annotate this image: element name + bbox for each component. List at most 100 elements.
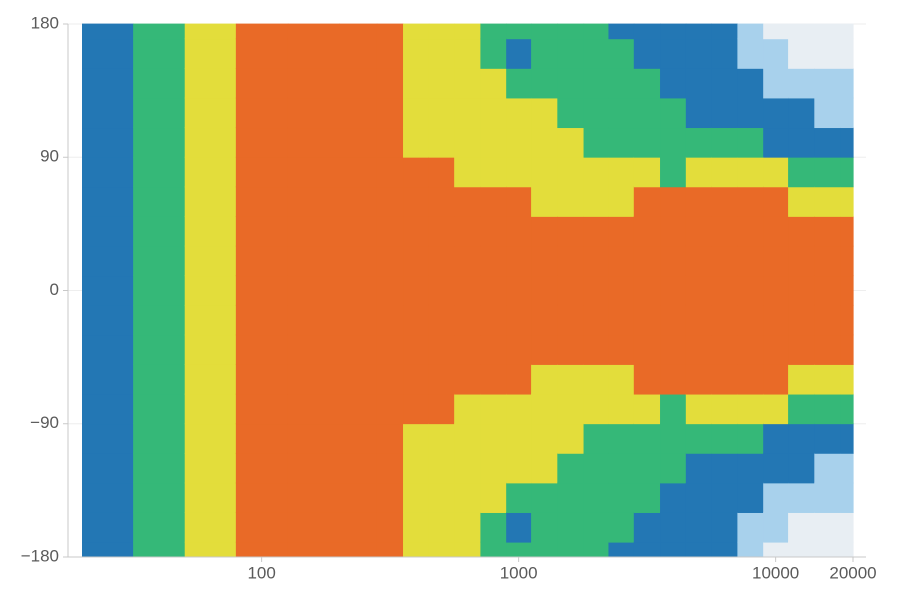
contour-cell (633, 68, 661, 99)
contour-cell (557, 364, 585, 395)
contour-cell (763, 186, 789, 217)
contour-cell (814, 127, 842, 158)
contour-cell (506, 304, 532, 336)
contour-cell (454, 97, 481, 129)
contour-cell (557, 393, 585, 425)
contour-cell (82, 541, 134, 558)
contour-cell (454, 304, 481, 336)
contour-cell (403, 512, 430, 543)
contour-cell (133, 334, 186, 365)
contour-cell (711, 97, 738, 129)
contour-cell (840, 393, 854, 425)
contour-cell (531, 512, 558, 543)
contour-cell (788, 423, 815, 454)
contour-cell (480, 38, 507, 69)
contour-cell (685, 304, 712, 336)
contour-cell (403, 97, 430, 129)
contour-cell (685, 97, 712, 129)
contour-cell (428, 364, 455, 395)
contour-cell (184, 97, 237, 129)
contour-cell (531, 23, 558, 40)
contour-cell (737, 38, 764, 69)
contour-cell (184, 541, 237, 558)
contour-cell (660, 216, 687, 247)
contour-cell (633, 127, 661, 158)
contour-cell (737, 216, 764, 247)
contour-cell (428, 156, 455, 188)
contour-cell (840, 304, 854, 336)
contour-cell (287, 38, 340, 69)
contour-cell (133, 186, 186, 217)
contour-cell (184, 452, 237, 484)
contour-cell (814, 68, 842, 99)
contour-cell (235, 364, 289, 395)
contour-cell (763, 452, 789, 484)
contour-cell (583, 334, 610, 365)
contour-cell (814, 423, 842, 454)
contour-cell (428, 541, 455, 558)
contour-cell (840, 275, 854, 306)
contour-cell (287, 186, 340, 217)
contour-cell (788, 334, 815, 365)
contour-cell (660, 364, 687, 395)
contour-cell (685, 216, 712, 247)
contour-cell (763, 127, 789, 158)
contour-cell (711, 334, 738, 365)
contour-cell (287, 334, 340, 365)
contour-cell (287, 423, 340, 454)
contour-cell (480, 334, 507, 365)
contour-cell (82, 275, 134, 306)
contour-cell (531, 156, 558, 188)
contour-cell (376, 304, 404, 336)
contour-cell (339, 393, 378, 425)
contour-cell (557, 186, 585, 217)
contour-cell (608, 23, 635, 40)
contour-cell (608, 482, 635, 513)
contour-cell (814, 304, 842, 336)
contour-cell (608, 275, 635, 306)
contour-cell (376, 275, 404, 306)
contour-cell (376, 512, 404, 543)
contour-cell (133, 482, 186, 513)
contour-cell (840, 364, 854, 395)
contour-cell (531, 186, 558, 217)
contour-cell (583, 275, 610, 306)
contour-cell (583, 23, 610, 40)
contour-cell (235, 156, 289, 188)
contour-cell (339, 334, 378, 365)
contour-cell (403, 127, 430, 158)
contour-cell (480, 245, 507, 277)
contour-cell (506, 38, 532, 69)
contour-cell (506, 97, 532, 129)
contour-cell (633, 216, 661, 247)
contour-cell (583, 186, 610, 217)
contour-cell (763, 23, 789, 40)
contour-cell (814, 541, 842, 558)
contour-cell (235, 38, 289, 69)
contour-cell (82, 245, 134, 277)
contour-cell (660, 275, 687, 306)
contour-cell (403, 423, 430, 454)
contour-cell (287, 393, 340, 425)
contour-cell (376, 482, 404, 513)
contour-cell (531, 482, 558, 513)
contour-cell (583, 68, 610, 99)
contour-cell (184, 482, 237, 513)
contour-cell (711, 512, 738, 543)
contour-cell (685, 364, 712, 395)
contour-cell (633, 364, 661, 395)
contour-cell (235, 482, 289, 513)
contour-cell (660, 127, 687, 158)
contour-cell (235, 423, 289, 454)
contour-cell (685, 186, 712, 217)
contour-cell (788, 304, 815, 336)
contour-cell (737, 23, 764, 40)
contour-cell (82, 68, 134, 99)
contour-cell (403, 216, 430, 247)
contour-cell (840, 452, 854, 484)
contour-cell (608, 393, 635, 425)
contour-cell (583, 216, 610, 247)
contour-cell (788, 393, 815, 425)
x-tick-label: 10000 (752, 563, 799, 582)
contour-cell (633, 512, 661, 543)
